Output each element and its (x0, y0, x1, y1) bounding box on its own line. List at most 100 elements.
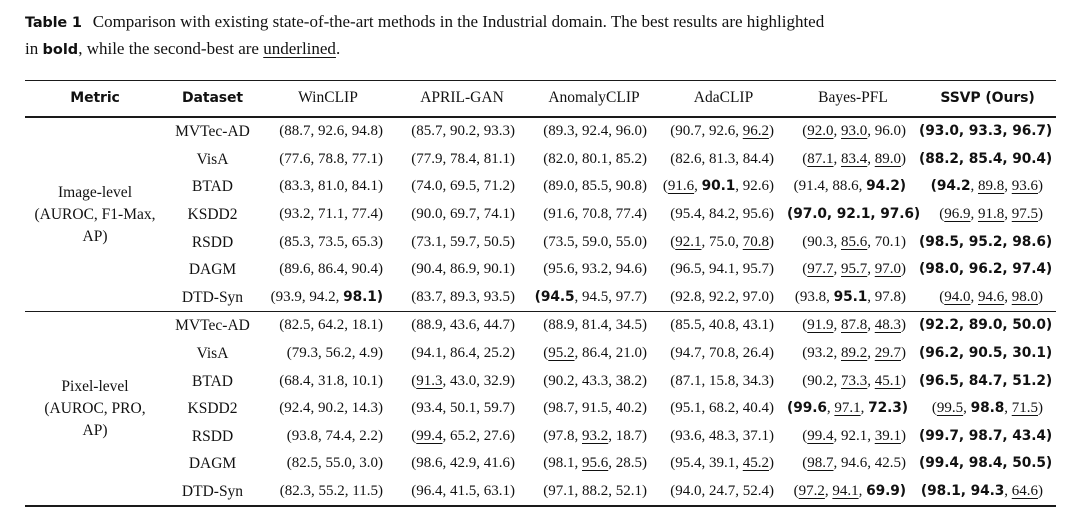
paren-close: ) (510, 233, 515, 250)
paren-open: ( (787, 206, 794, 223)
metric-value: 82.6 (675, 150, 702, 167)
metric-value: 93.8 (799, 288, 827, 305)
result-cell-april-gan: (83.7, 89.3, 93.5) (396, 284, 528, 312)
result-cell-bayes-pfl: (90.3, 85.6, 70.1) (787, 228, 919, 256)
metric-value: 91.5 (582, 400, 609, 417)
value-separator: , (442, 261, 450, 278)
metric-value: 99.4 (807, 427, 834, 444)
paren-open: ( (411, 233, 417, 250)
metric-value: 89.6 (284, 261, 311, 278)
value-separator: , (442, 372, 450, 389)
paren-close: ) (769, 150, 774, 167)
metric-value: 41.5 (450, 483, 477, 500)
result-cell-adaclip: (90.7, 92.6, 96.2) (660, 117, 787, 146)
paren-close: ) (642, 178, 647, 195)
metric-value: 68.2 (709, 400, 736, 417)
paren-close: ) (510, 288, 515, 305)
metric-value: 91.3 (416, 372, 443, 389)
metric-value: 85.7 (416, 123, 443, 140)
paren-open: ( (787, 400, 794, 417)
paren-close: ) (769, 178, 774, 195)
metric-value: 97.7 (807, 261, 834, 278)
result-cell-anomalyclip: (98.1, 95.6, 28.5) (528, 450, 660, 478)
value-separator: , (574, 317, 582, 334)
paren-open: ( (670, 372, 676, 389)
paren-open: ( (919, 455, 926, 472)
metric-value: 93.9 (275, 288, 302, 305)
metric-value: 72.3 (868, 400, 902, 417)
value-separator: , (867, 150, 875, 167)
value-separator: , (442, 233, 450, 250)
result-cell-winclip: (88.7, 92.6, 94.8) (260, 117, 396, 146)
paren-close: ) (1045, 372, 1053, 389)
result-cell-ssvp-ours: (98.1, 94.3, 64.6) (919, 478, 1056, 507)
value-separator: , (1002, 372, 1013, 389)
paren-open: ( (543, 233, 549, 250)
metric-value: 99.5 (936, 400, 964, 417)
metric-value: 73.3 (841, 372, 868, 389)
metric-value: 32.9 (483, 372, 510, 389)
paren-close: ) (642, 455, 647, 472)
metric-value: 94.5 (582, 288, 609, 305)
metric-value: 94.0 (675, 483, 702, 500)
metric-value: 94.1 (709, 261, 736, 278)
value-separator: , (958, 233, 969, 250)
dataset-label: BTAD (192, 178, 233, 196)
result-cell-ssvp-ours: (98.0, 96.2, 97.4) (919, 256, 1056, 284)
paren-close: ) (642, 288, 647, 305)
metric-value: 90.5 (968, 345, 1003, 362)
result-cell-bayes-pfl: (97.7, 95.7, 97.0) (787, 256, 919, 284)
metric-value: 90.4 (416, 261, 443, 278)
value-separator: , (608, 345, 616, 362)
metric-value: 94.8 (351, 123, 378, 140)
result-cell-anomalyclip: (95.2, 86.4, 21.0) (528, 340, 660, 368)
value-separator: , (608, 427, 616, 444)
paren-close: ) (642, 427, 647, 444)
metric-value: 95.7 (742, 261, 769, 278)
metric-value: 91.6 (667, 178, 695, 195)
metric-value: 81.1 (483, 150, 510, 167)
paren-close: ) (510, 345, 515, 362)
metric-value: 99.6 (793, 400, 827, 417)
value-separator: , (574, 178, 582, 195)
metric-value: 94.2 (936, 178, 971, 195)
result-cell-bayes-pfl: (91.4, 88.6, 94.2) (787, 173, 919, 201)
result-cell-anomalyclip: (88.9, 81.4, 34.5) (528, 311, 660, 340)
result-cell-april-gan: (73.1, 59.7, 50.5) (396, 228, 528, 256)
value-separator: , (344, 372, 352, 389)
result-cell-winclip: (77.6, 78.8, 77.1) (260, 146, 396, 174)
value-separator: , (735, 288, 743, 305)
paren-open: ( (279, 483, 285, 500)
metric-value: 41.6 (483, 455, 510, 472)
paren-open: ( (543, 345, 549, 362)
value-separator: , (310, 400, 318, 417)
paren-close: ) (1038, 206, 1043, 223)
value-separator: , (1002, 455, 1013, 472)
metric-value: 89.3 (548, 123, 575, 140)
metric-value: 77.1 (351, 150, 378, 167)
value-separator: , (310, 178, 318, 195)
result-cell-adaclip: (93.6, 48.3, 37.1) (660, 423, 787, 451)
metric-value: 92.4 (284, 400, 311, 417)
metric-value: 92.1 (841, 427, 868, 444)
value-separator: , (335, 288, 344, 305)
table-header-row: Metric Dataset WinCLIP APRIL-GAN AnomalyCLIP… (25, 80, 1056, 118)
value-separator: , (476, 123, 484, 140)
paren-open: ( (411, 483, 417, 500)
paren-open: ( (802, 150, 808, 167)
value-separator: , (958, 123, 969, 140)
value-separator: , (701, 345, 709, 362)
result-cell-bayes-pfl: (99.6, 97.1, 72.3) (787, 395, 919, 423)
paren-close: ) (378, 483, 383, 500)
paren-close: ) (642, 233, 647, 250)
value-separator: , (958, 372, 969, 389)
result-cell-adaclip: (91.6, 90.1, 92.6) (660, 173, 787, 201)
paren-open: ( (279, 206, 285, 223)
paren-open: ( (279, 233, 285, 250)
value-separator: , (833, 150, 841, 167)
dataset-label: DTD-Syn (181, 483, 244, 501)
result-cell-bayes-pfl: (93.2, 89.2, 29.7) (787, 340, 919, 368)
metric-value: 70.8 (709, 345, 736, 362)
metric-value: 85.2 (615, 150, 642, 167)
value-separator: , (442, 123, 450, 140)
